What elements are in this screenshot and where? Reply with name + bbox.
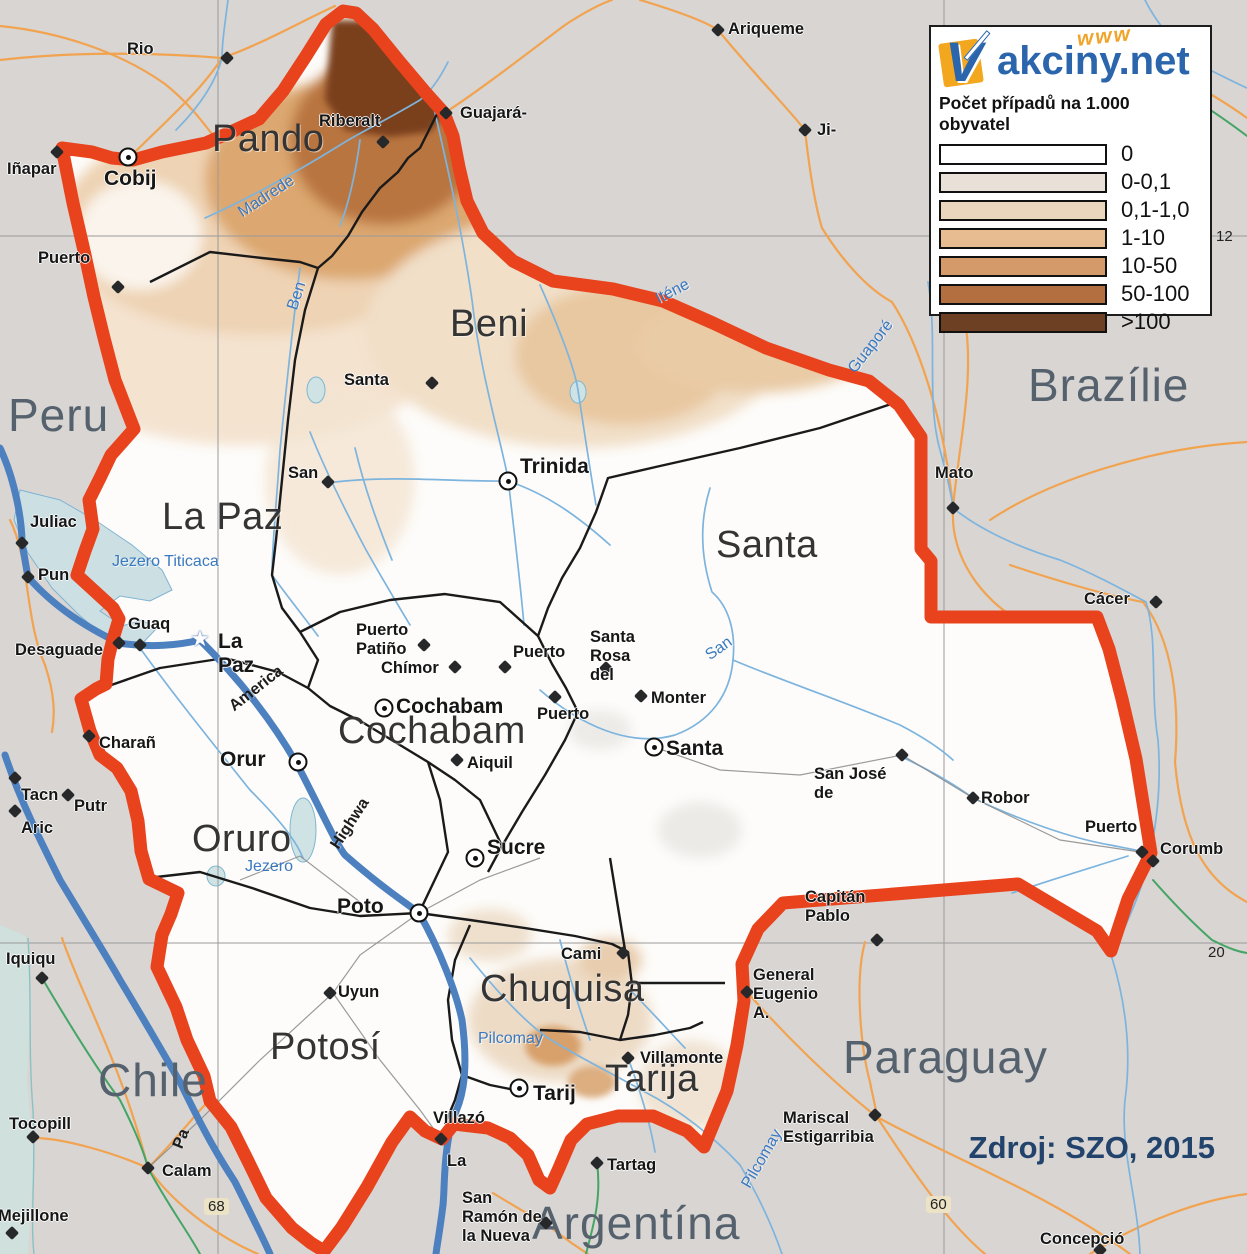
capital-marker [288,752,308,772]
country-label: Brazílie [1028,359,1190,411]
department-label: Beni [450,303,529,345]
country-label: Chile [98,1054,208,1106]
department-label: Oruro [192,818,292,860]
capital-marker [409,903,429,923]
country-label: Paraguay [843,1031,1048,1083]
legend-swatch [939,143,1107,165]
route-shield: 68 [204,1198,229,1215]
legend-swatch [939,171,1107,193]
country-label: Peru [8,389,110,441]
department-label: Tarija [605,1058,699,1100]
capital-marker [644,737,664,757]
capital-marker [509,1078,529,1098]
capital-marker [465,848,485,868]
department-label: Potosí [270,1026,381,1068]
river-label: Pilcomay [478,1030,543,1047]
legend-swatch [939,199,1107,221]
grid-label: 20 [1208,944,1225,961]
lake-label: Jezero Titicaca [112,553,219,570]
capital-marker [374,698,394,718]
capital-star-marker [190,628,210,650]
lake-label: Jezero [245,858,294,875]
logo-wordmark: akciny.net [997,39,1190,83]
capital-marker [118,147,138,167]
vakciny-net-logo: V akciny.net www [938,22,1202,93]
country-label: Argentína [532,1197,741,1249]
legend-row: >100 [939,308,1202,336]
legend-title: Počet případů na 1.000 obyvatel [939,93,1130,134]
legend-row: 1-10 [939,224,1202,252]
logo-v-icon: V [938,30,997,93]
department-label: La Paz [162,496,284,538]
legend-row: 10-50 [939,252,1202,280]
legend-swatch [939,255,1107,277]
legend-row: 0 [939,140,1202,168]
department-label: Santa [716,524,818,566]
legend-row: 0-0,1 [939,168,1202,196]
department-label: Pando [212,118,325,160]
legend-row: 50-100 [939,280,1202,308]
legend-swatch [939,227,1107,249]
route-shield: 60 [926,1196,951,1213]
grid-label: 12 [1216,228,1233,245]
department-label: Cochabam [338,710,526,752]
legend-panel: V akciny.net www Počet případů na 1.000 … [929,22,1212,334]
legend-swatch [939,283,1107,305]
legend-row: 0,1-1,0 [939,196,1202,224]
legend-swatch [939,311,1107,333]
department-label: Chuquisa [480,968,645,1010]
source-note: Zdroj: SZO, 2015 [968,1130,1215,1165]
capital-marker [498,471,518,491]
